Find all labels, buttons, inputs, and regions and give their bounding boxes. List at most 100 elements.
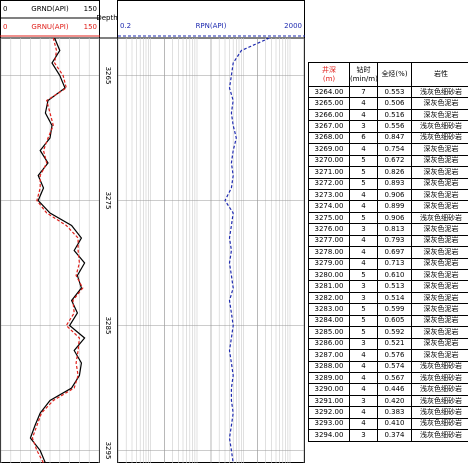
table-cell: 3274.00: [308, 200, 350, 213]
table-row: 3282.00 3 0.514 深灰色泥岩: [308, 291, 468, 305]
table-cell: 3290.00: [308, 383, 350, 396]
table-cell: 3276.00: [308, 223, 350, 236]
table-row: 3289.00 4 0.567 浅灰色细砂岩: [308, 371, 468, 385]
table-cell: 3283.00: [308, 303, 350, 316]
table-row: 3287.00 4 0.576 深灰色泥岩: [308, 349, 468, 362]
header-name: 全烃(%): [381, 70, 408, 78]
log-curve: [29, 37, 86, 463]
curve-name: GRNU(API): [31, 23, 68, 31]
table-cell: 3277.00: [308, 234, 350, 248]
table-cell: 3278.00: [308, 246, 350, 259]
table-row: 3271.00 5 0.826 深灰色泥岩: [308, 166, 468, 179]
table-cell: 3281.00: [308, 280, 350, 293]
table-cell: 4: [349, 257, 378, 271]
table-cell: 0.446: [377, 383, 412, 396]
depth-label: 3265: [104, 67, 112, 85]
header-name: 岩性: [434, 70, 448, 78]
table-cell: 3: [349, 120, 378, 133]
table-cell: 3272.00: [308, 177, 350, 190]
table-cell: 0.574: [377, 360, 412, 373]
table-row: 3268.00 6 0.847 浅灰色细砂岩: [308, 131, 468, 145]
table-cell: 0.410: [377, 417, 412, 431]
table-cell: 0.383: [377, 406, 412, 419]
table-cell: 深灰色泥岩: [411, 97, 468, 110]
header-name: 钻时: [356, 65, 371, 74]
table-cell: 深灰色泥岩: [411, 257, 468, 271]
table-cell: 深灰色泥岩: [411, 188, 468, 202]
table-cell: 3269.00: [308, 143, 350, 156]
table-cell: 0.906: [377, 211, 412, 225]
table-cell: 0.514: [377, 291, 412, 305]
depth-label: 3285: [104, 317, 112, 335]
table-cell: 3: [349, 394, 378, 408]
scale-max: 150: [84, 23, 97, 31]
table-cell: 3: [349, 337, 378, 351]
scale-max: 2000: [284, 22, 302, 30]
table-cell: 3280.00: [308, 268, 350, 282]
table-cell: 3284.00: [308, 314, 350, 328]
table-row: 3275.00 5 0.906 浅灰色细砂岩: [308, 211, 468, 225]
table-cell: 0.567: [377, 371, 412, 385]
table-cell: 3291.00: [308, 394, 350, 408]
table-cell: 深灰色泥岩: [411, 280, 468, 293]
table-cell: 3288.00: [308, 360, 350, 373]
table-row: 3286.00 3 0.521 深灰色泥岩: [308, 337, 468, 351]
table-cell: 7: [349, 85, 378, 99]
table-cell: 3285.00: [308, 326, 350, 339]
table-cell: 0.576: [377, 349, 412, 362]
table-cell: 3293.00: [308, 417, 350, 431]
table-cell: 3266.00: [308, 108, 350, 122]
table-cell: 3289.00: [308, 371, 350, 385]
table-cell: 0.513: [377, 280, 412, 293]
table-row: 3277.00 4 0.793 深灰色泥岩: [308, 234, 468, 248]
table-cell: 3273.00: [308, 188, 350, 202]
scale-min: 0: [3, 5, 7, 13]
table-cell: 0.906: [377, 188, 412, 202]
table-cell: 浅灰色细砂岩: [411, 429, 468, 442]
table-cell: 3279.00: [308, 257, 350, 271]
table-cell: 深灰色泥岩: [411, 314, 468, 328]
table-cell: 4: [349, 417, 378, 431]
table-cell: 0.516: [377, 108, 412, 122]
table-cell: 0.793: [377, 234, 412, 248]
table-cell: 5: [349, 326, 378, 339]
header-cell: 井深 (m): [308, 62, 350, 87]
table-cell: 3268.00: [308, 131, 350, 145]
table-row: 3283.00 5 0.599 深灰色泥岩: [308, 303, 468, 316]
table-cell: 浅灰色细砂岩: [411, 131, 468, 145]
table-cell: 5: [349, 268, 378, 282]
table-cell: 深灰色泥岩: [411, 154, 468, 168]
table-cell: 深灰色泥岩: [411, 200, 468, 213]
table-row: 3278.00 4 0.697 深灰色泥岩: [308, 246, 468, 259]
table-row: 3288.00 4 0.574 浅灰色细砂岩: [308, 360, 468, 373]
table-cell: 5: [349, 166, 378, 179]
scale-min: 0: [3, 23, 7, 31]
table-cell: 深灰色泥岩: [411, 326, 468, 339]
table-cell: 0.610: [377, 268, 412, 282]
header-name: 井深: [322, 65, 336, 74]
header-cell: 钻时 (min/m): [349, 62, 378, 87]
table-cell: 3: [349, 291, 378, 305]
table-cell: 0.826: [377, 166, 412, 179]
table-cell: 4: [349, 234, 378, 248]
table-cell: 6: [349, 131, 378, 145]
curve-name: RPN(API): [196, 22, 227, 30]
table-cell: 3265.00: [308, 97, 350, 110]
table-cell: 0.599: [377, 303, 412, 316]
table-cell: 0.420: [377, 394, 412, 408]
table-row: 3272.00 5 0.893 深灰色泥岩: [308, 177, 468, 190]
table-row: 3270.00 5 0.672 深灰色泥岩: [308, 154, 468, 168]
table-cell: 4: [349, 360, 378, 373]
table-cell: 4: [349, 188, 378, 202]
header-unit: (min/m): [350, 74, 378, 83]
table-row: 3293.00 4 0.410 浅灰色细砂岩: [308, 417, 468, 431]
table-cell: 深灰色泥岩: [411, 166, 468, 179]
header-cell: 全烃(%): [377, 62, 412, 87]
table-cell: 深灰色泥岩: [411, 291, 468, 305]
depth-title: Depth: [96, 14, 117, 22]
header-unit: (m): [322, 74, 336, 83]
log-curve: [31, 37, 84, 463]
table-row: 3266.00 4 0.516 深灰色泥岩: [308, 108, 468, 122]
table-cell: 5: [349, 177, 378, 190]
table-cell: 深灰色泥岩: [411, 303, 468, 316]
